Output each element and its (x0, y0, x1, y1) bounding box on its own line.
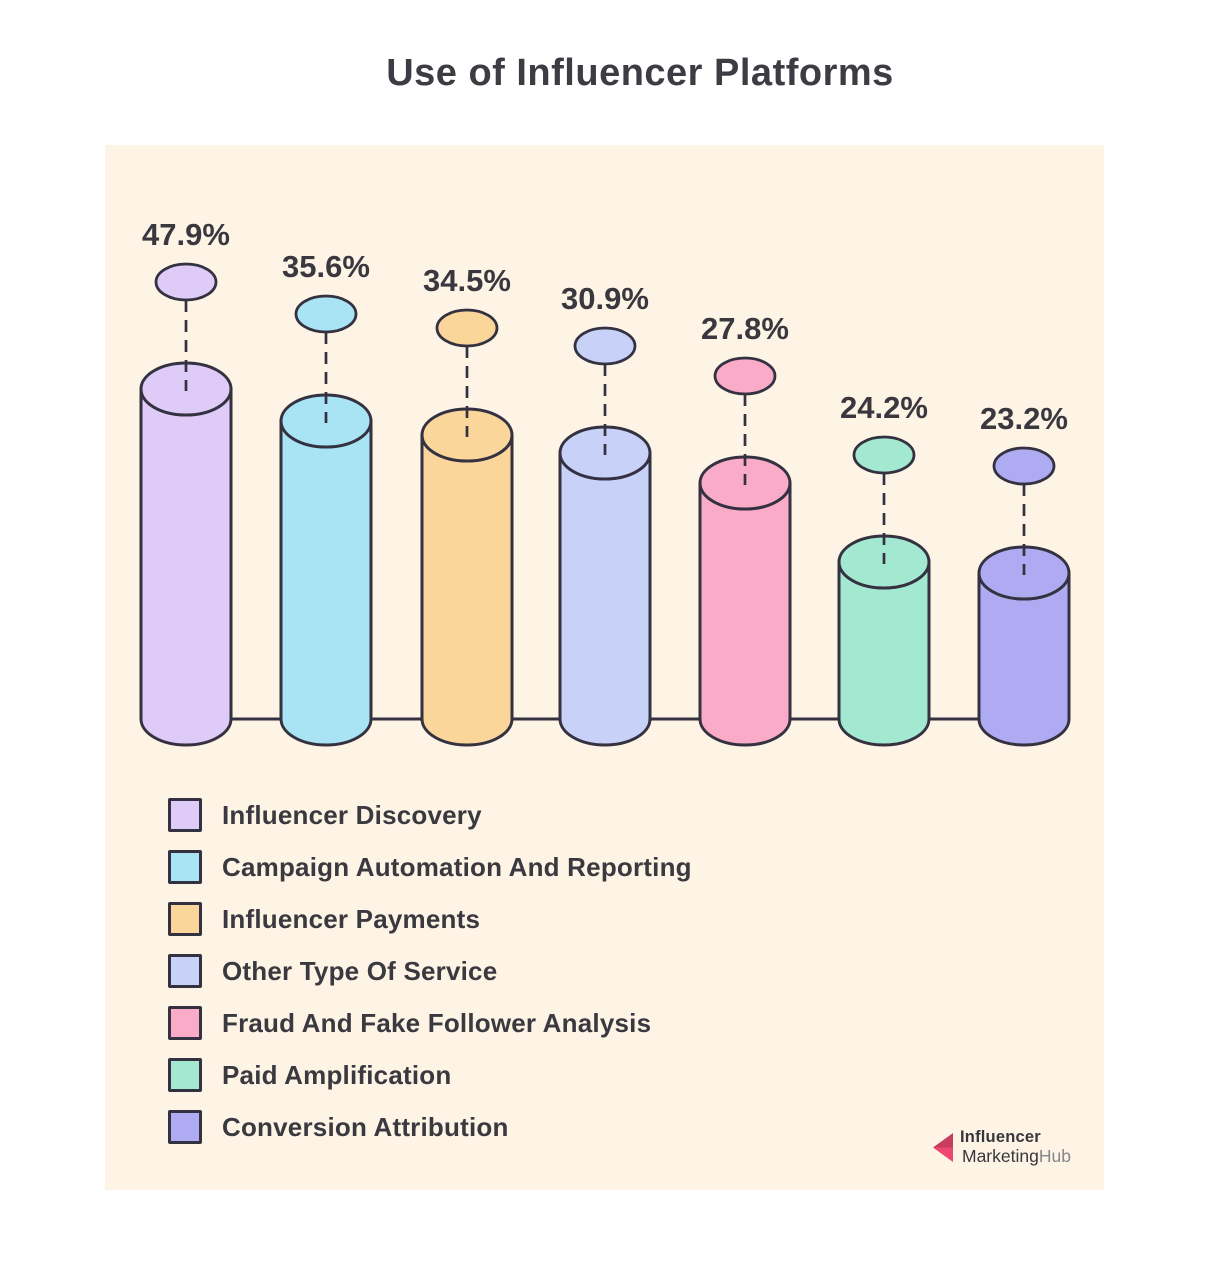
bar-balloon (154, 262, 218, 302)
cylinder-bar-chart: 47.9% 35.6% 34.5% 30.9% 27.8% 24.2% 23.2% (139, 217, 1071, 747)
bar-balloon (294, 294, 358, 334)
legend-item: Paid Amplification (168, 1058, 692, 1092)
legend-item: Influencer Payments (168, 902, 692, 936)
bar-value-label: 24.2% (840, 390, 928, 425)
legend-swatch-influencer-discovery (168, 798, 202, 832)
logo-marketing: Marketing (962, 1145, 1039, 1166)
bar-body (420, 433, 514, 747)
legend-swatch-fraud-analysis (168, 1006, 202, 1040)
bar-balloon (992, 446, 1056, 486)
bar-value-label: 23.2% (980, 401, 1068, 436)
legend-swatch-campaign-automation (168, 850, 202, 884)
legend-label: Conversion Attribution (222, 1111, 509, 1142)
bar-body (139, 387, 233, 747)
logo-text: Influencer MarketingHub (960, 1129, 1071, 1165)
legend-label: Paid Amplification (222, 1059, 452, 1090)
legend-label: Campaign Automation And Reporting (222, 851, 692, 882)
logo-line2: MarketingHub (962, 1145, 1071, 1166)
legend-swatch-influencer-payments (168, 902, 202, 936)
logo-arrow-icon (933, 1133, 953, 1162)
chart-panel: 47.9% 35.6% 34.5% 30.9% 27.8% 24.2% 23.2% Infl… (105, 145, 1104, 1190)
bar-value-label: 30.9% (561, 281, 649, 316)
legend-item: Campaign Automation And Reporting (168, 850, 692, 884)
bar-balloon (852, 435, 916, 475)
legend-item: Fraud And Fake Follower Analysis (168, 1006, 692, 1040)
bar-value-label: 35.6% (282, 249, 370, 284)
bar-value-label: 27.8% (701, 311, 789, 346)
bar-body (279, 419, 373, 747)
logo-line1: Influencer (960, 1128, 1041, 1146)
influencer-marketinghub-logo: Influencer MarketingHub (933, 1129, 1071, 1165)
legend-label: Fraud And Fake Follower Analysis (222, 1007, 652, 1038)
legend-item: Other Type Of Service (168, 954, 692, 988)
legend-label: Influencer Discovery (222, 799, 482, 830)
chart-title: Use of Influencer Platforms (386, 52, 894, 94)
bar-balloon (573, 326, 637, 366)
bar-value-label: 47.9% (142, 217, 230, 252)
legend: Influencer Discovery Campaign Automation… (168, 798, 692, 1144)
legend-label: Other Type Of Service (222, 955, 498, 986)
bar-balloon (713, 356, 777, 396)
bar-body (558, 451, 652, 747)
legend-swatch-paid-amplification (168, 1058, 202, 1092)
legend-swatch-other-type-of-service (168, 954, 202, 988)
bar-balloon (435, 308, 499, 348)
legend-item: Influencer Discovery (168, 798, 692, 832)
legend-item: Conversion Attribution (168, 1110, 692, 1144)
legend-swatch-conversion-attribution (168, 1110, 202, 1144)
legend-label: Influencer Payments (222, 903, 481, 934)
logo-hub: Hub (1038, 1145, 1071, 1166)
bar-value-label: 34.5% (423, 263, 511, 298)
bar-body (698, 481, 792, 747)
